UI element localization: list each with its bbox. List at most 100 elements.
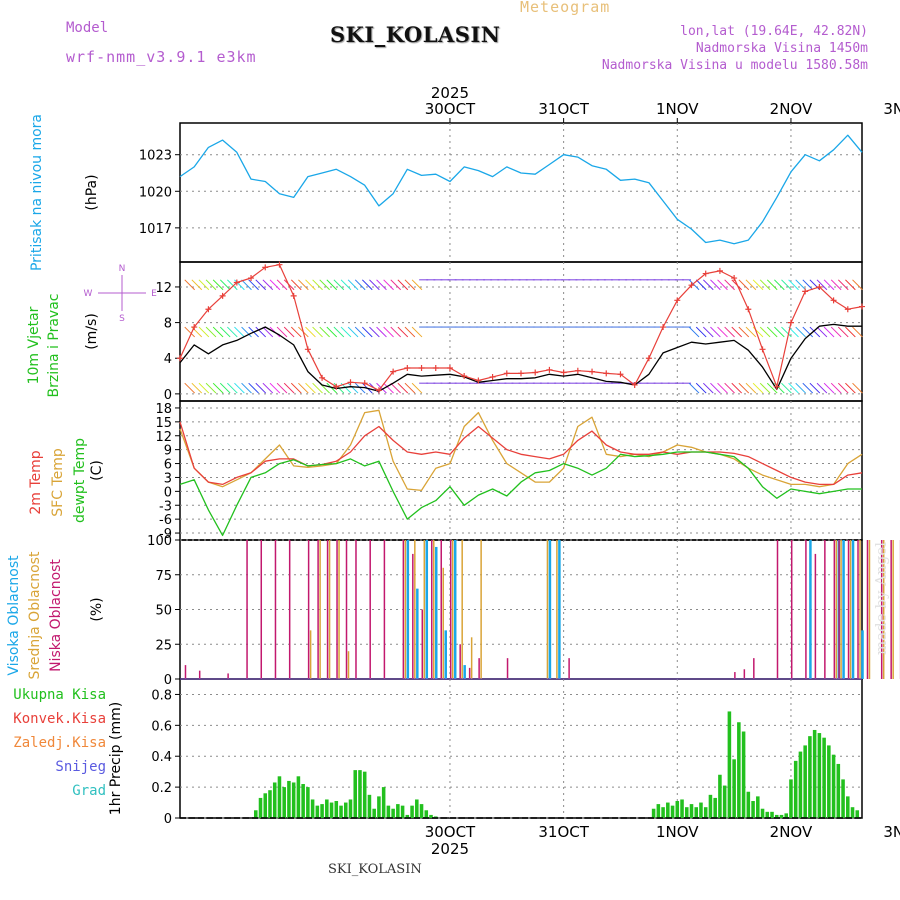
precip-bar [841, 779, 845, 818]
wind-barb [830, 382, 842, 394]
low-cloud-bar [307, 540, 310, 679]
wind-barb [219, 279, 231, 291]
wind-barb [717, 279, 728, 291]
wind-barb [347, 279, 359, 291]
panel-frame-wind [179, 261, 863, 402]
precip-bar [433, 816, 438, 818]
wind-barb [212, 382, 224, 394]
precip-bar [287, 780, 291, 818]
y-tick-label: -3 [159, 499, 172, 514]
mid-cloud-bar [882, 540, 885, 679]
wind-gust-marker [745, 306, 752, 313]
sfctemp-title: SFC Temp [50, 448, 66, 517]
wind-barb [283, 382, 295, 394]
wind-gust-marker [347, 379, 354, 386]
x-tick-label-top: 30OCT [425, 100, 476, 118]
wind-gust-marker [432, 365, 439, 372]
wind-barb [205, 279, 217, 291]
wind-barb [688, 382, 700, 394]
low-cloud-bar [246, 540, 248, 679]
wind-gust-marker [660, 324, 667, 331]
wind-barb [347, 382, 359, 394]
precip-bar [760, 808, 765, 818]
wind-barb [759, 279, 771, 291]
precip-bar [386, 805, 391, 818]
wind-barb [823, 382, 835, 394]
precip-bar [291, 782, 296, 818]
wind-barb [411, 382, 423, 394]
low-cloud-bar [369, 540, 371, 679]
wind-barb [845, 326, 856, 338]
wind-barb [809, 279, 821, 291]
x-tick-label-bottom: 30OCT [425, 823, 476, 841]
precip-bar [419, 804, 424, 818]
precip-bar [258, 797, 263, 818]
wind-barb [781, 382, 792, 394]
wind-barb [184, 382, 195, 394]
wind-gust-marker [219, 292, 226, 299]
mid-cloud-bar [868, 540, 871, 679]
wind-barb [752, 382, 764, 394]
wind-barb [766, 382, 778, 394]
credit-watermark: made by Angel [872, 541, 890, 655]
wind-barb [340, 326, 352, 338]
mid-cloud-bar [347, 651, 350, 679]
wind-barb [198, 326, 210, 338]
low-cloud-bar [449, 540, 452, 679]
wind-gust-marker [191, 324, 198, 331]
precip-bar [325, 799, 329, 818]
elevation-label: Nadmorska Visina 1450m [695, 41, 868, 56]
model-label: Model [66, 20, 109, 36]
wind-barb [269, 279, 281, 291]
low-cloud-bar [805, 540, 807, 679]
mid-cloud-bar [556, 540, 558, 679]
precip-bar [405, 814, 410, 818]
wind-barb [269, 382, 281, 394]
precip-bar [713, 797, 717, 818]
precip-bar [348, 799, 353, 818]
low-cloud-bar [288, 540, 291, 679]
wind-gust-marker [319, 374, 326, 381]
wind-barb [830, 326, 842, 338]
low-cloud-bar [790, 540, 793, 679]
low-cloud-bar [734, 672, 736, 679]
precip-bar [808, 736, 812, 818]
wind-barb [255, 382, 267, 394]
precip-bar [680, 799, 684, 818]
wind-barb [241, 382, 252, 394]
precip-bar [396, 804, 400, 818]
precip-bar [424, 810, 429, 818]
wind-barb [404, 382, 416, 394]
y-tick-label: 3 [164, 471, 172, 486]
wind-gust-marker [446, 365, 453, 372]
pressure-line [179, 134, 863, 245]
wind-gust-marker [844, 306, 851, 313]
low-cloud-bar [814, 553, 817, 679]
wind-barb [695, 382, 707, 394]
wind-barb [774, 279, 785, 291]
panel-frame-precipitation [179, 678, 863, 819]
wind-barb [837, 382, 849, 394]
mid-cloud-bar [451, 540, 454, 679]
wind-gust-marker [333, 383, 340, 390]
wind-barb [852, 279, 863, 291]
wind-barb [326, 326, 338, 338]
wind-barb [305, 279, 316, 291]
precip-bar [727, 711, 732, 818]
wind-barb [276, 279, 288, 291]
wind-barb [766, 326, 778, 338]
wind-gust-marker [233, 279, 240, 286]
wind-gust-marker [248, 275, 255, 282]
wind-barb [816, 382, 828, 394]
precip-legend-4: Grad [72, 783, 106, 799]
wind-barb [390, 382, 402, 394]
y-tick-label: -9 [159, 527, 172, 542]
low-cloud-title: Niska Oblacnost [48, 559, 64, 672]
low-cloud-bar [317, 540, 319, 679]
wind-speed-line [179, 323, 862, 392]
y-tick-label: 0.8 [151, 688, 172, 703]
low-cloud-bar [833, 540, 836, 679]
footer-station: SKI_KOLASIN [328, 862, 422, 877]
wind-gust-marker [816, 283, 823, 290]
wind-barb [702, 382, 714, 394]
